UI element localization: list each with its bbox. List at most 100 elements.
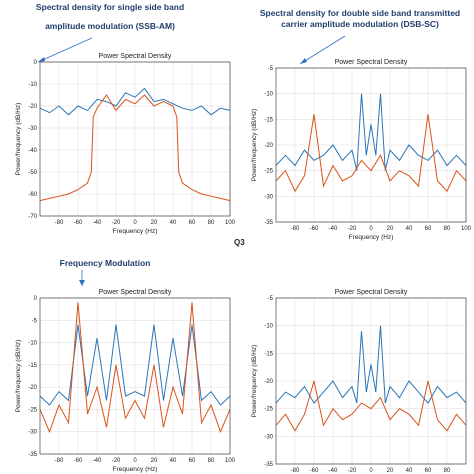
y-tick-label: -40 (28, 148, 37, 154)
series-line-orange (275, 114, 467, 193)
y-tick-label: -60 (28, 192, 37, 198)
x-tick-label: 80 (208, 458, 215, 464)
y-tick-label: -25 (264, 169, 273, 175)
arrow-ssb (37, 37, 93, 63)
y-tick-label: -20 (28, 104, 37, 110)
chart-title: Power Spectral Density (99, 53, 172, 60)
caption-ssb: Spectral density for single side band am… (10, 2, 210, 32)
y-tick-label: -10 (264, 324, 273, 330)
x-tick-label: 80 (444, 468, 451, 474)
x-tick-label: 20 (151, 220, 158, 226)
arrowhead-fm (79, 280, 85, 286)
x-tick-label: -60 (310, 468, 319, 474)
x-tick-label: -80 (55, 220, 64, 226)
x-tick-label: -20 (348, 468, 357, 474)
x-tick-label: -80 (291, 468, 300, 474)
y-tick-label: -5 (268, 296, 274, 302)
arrow-dsb (299, 35, 346, 65)
y-axis-label: Power/frequency (dB/Hz) (15, 340, 22, 413)
x-tick-label: 20 (151, 458, 158, 464)
chart-frequency-modulation: Power Spectral Density -80 -60 -40 -20 0 20 40 6… (15, 289, 236, 473)
x-tick-label: 0 (369, 226, 373, 232)
x-tick-label: -40 (329, 226, 338, 232)
x-tick-label: 100 (225, 220, 236, 226)
x-tick-label: 0 (133, 220, 137, 226)
series-line-blue (275, 93, 467, 171)
arrowhead-ssb (38, 57, 45, 62)
series-line-orange (39, 302, 231, 434)
caption-dsb: Spectral density for double side band tr… (250, 8, 470, 30)
chart-fourth-psd: Power Spectral Density -80 -60 -40 -20 0 20 40 6… (251, 289, 467, 474)
arrowhead-dsb (300, 58, 307, 64)
x-tick-label: 0 (133, 458, 137, 464)
caption-fm: Frequency Modulation (30, 258, 180, 269)
caption-dsb-line1: Spectral density for double side band tr… (259, 8, 461, 18)
x-tick-label: -60 (310, 226, 319, 232)
chart-dsb-sc: Power Spectral Density -80 -60 -40 -20 0 20 40 6… (251, 59, 472, 241)
x-tick-label: 20 (387, 226, 394, 232)
y-tick-label: -5 (32, 318, 38, 324)
y-tick-label: -20 (264, 379, 273, 385)
x-tick-label: 40 (406, 468, 413, 474)
plot-frame (39, 61, 231, 217)
x-tick-label: -80 (291, 226, 300, 232)
y-tick-label: -15 (264, 351, 273, 357)
x-tick-label: 60 (189, 458, 196, 464)
x-tick-label: 40 (170, 458, 177, 464)
y-tick-label: 0 (34, 60, 38, 66)
series-line-blue (39, 324, 231, 406)
x-tick-label: -20 (112, 458, 121, 464)
y-axis-label: Power/frequency (dB/Hz) (251, 109, 258, 182)
plot-frame (275, 67, 467, 223)
y-tick-label: -10 (28, 82, 37, 88)
x-tick-label: 40 (406, 226, 413, 232)
x-tick-label: 100 (225, 458, 236, 464)
y-tick-label: -30 (264, 434, 273, 440)
x-tick-label: -20 (112, 220, 121, 226)
x-tick-label: 60 (425, 226, 432, 232)
x-tick-label: 60 (189, 220, 196, 226)
x-tick-label: 60 (425, 468, 432, 474)
chart-title: Power Spectral Density (99, 289, 172, 296)
y-tick-label: -25 (28, 407, 37, 413)
y-tick-label: -35 (264, 462, 273, 468)
series-line-blue (39, 87, 231, 116)
chart-title: Power Spectral Density (335, 289, 408, 296)
y-tick-label: -30 (264, 194, 273, 200)
series-line-blue (275, 325, 467, 404)
y-axis-label: Power/frequency (dB/Hz) (15, 103, 22, 176)
caption-dsb-line2: carrier amplitude modulation (DSB-SC) (281, 19, 439, 29)
x-tick-label: 20 (387, 468, 394, 474)
plot-frame (39, 297, 231, 455)
x-axis-label: Frequency (Hz) (349, 234, 394, 241)
caption-ssb-line1: Spectral density for single side band (35, 2, 185, 12)
x-tick-label: 80 (208, 220, 215, 226)
y-tick-label: -35 (28, 452, 37, 458)
q3-label: Q3 (234, 238, 245, 247)
x-axis-label: Frequency (Hz) (113, 228, 158, 235)
series-line-orange (39, 94, 231, 202)
x-tick-label: -40 (329, 468, 338, 474)
y-tick-label: -25 (264, 407, 273, 413)
y-tick-label: -35 (264, 220, 273, 226)
x-tick-label: 100 (461, 226, 472, 232)
x-tick-label: -80 (55, 458, 64, 464)
caption-fm-line: Frequency Modulation (59, 258, 151, 268)
y-tick-label: -30 (28, 126, 37, 132)
x-tick-label: -60 (74, 458, 83, 464)
x-tick-label: 40 (170, 220, 177, 226)
x-tick-label: 80 (444, 226, 451, 232)
chart-title: Power Spectral Density (335, 59, 408, 66)
series-line-orange (275, 380, 467, 432)
caption-ssb-line2: amplitude modulation (SSB-AM) (45, 21, 175, 31)
y-tick-label: -20 (264, 143, 273, 149)
y-tick-label: -15 (28, 363, 37, 369)
x-tick-label: -20 (348, 226, 357, 232)
y-tick-label: -15 (264, 117, 273, 123)
y-tick-label: -10 (28, 341, 37, 347)
y-axis-label: Power/frequency (dB/Hz) (251, 345, 258, 418)
x-tick-label: 0 (369, 468, 373, 474)
y-tick-label: 0 (34, 296, 38, 302)
y-tick-label: -5 (268, 66, 274, 72)
